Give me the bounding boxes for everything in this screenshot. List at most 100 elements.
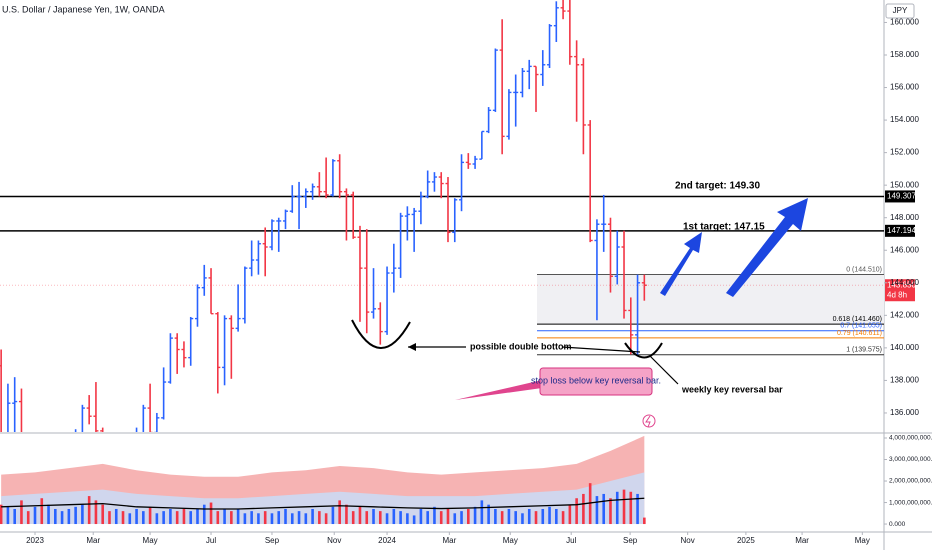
volume-bar <box>439 511 443 525</box>
volume-bar <box>636 493 639 525</box>
price-pane: 0 (144.510) 0.618 (141.460)0.7 (141.055)0… <box>0 0 884 432</box>
volume-bar <box>148 506 152 525</box>
volume-bar <box>365 511 369 525</box>
volume-bar <box>392 508 396 525</box>
reversal-curve <box>624 342 663 359</box>
x-tick-label: Nov <box>327 536 341 545</box>
volume-bar <box>582 493 585 525</box>
last-price-box <box>885 279 915 302</box>
x-tick-label: 2025 <box>737 536 755 545</box>
volume-bar <box>182 508 186 525</box>
y-tick-label: 156.000 <box>890 83 919 92</box>
callout-box <box>539 367 653 396</box>
volume-bar <box>406 513 409 525</box>
volume-band <box>1 472 645 525</box>
volume-bar <box>67 508 71 525</box>
volume-bar <box>568 504 572 525</box>
volume-bar <box>297 511 301 525</box>
y-tick-label: 144.000 <box>890 278 919 287</box>
volume-bar <box>507 508 511 525</box>
volume-bar <box>426 511 429 525</box>
currency: JPY <box>893 6 908 15</box>
x-tick-label: Jul <box>566 536 576 545</box>
volume-bar <box>257 513 260 525</box>
volume-bar <box>223 508 226 525</box>
y-tick-label: 136.000 <box>890 408 919 417</box>
volume-bar <box>114 508 118 525</box>
volume-bar <box>169 508 172 525</box>
volume-bar <box>494 508 497 525</box>
level-box <box>885 224 915 237</box>
volume-bar <box>202 504 206 525</box>
volume-bar <box>602 493 606 525</box>
volume-bar <box>108 511 111 525</box>
annotation: 2nd target: 149.30 <box>675 181 760 192</box>
volume-bar <box>534 511 538 525</box>
y-tick-label: 150.000 <box>890 180 919 189</box>
pointer-line <box>649 355 679 385</box>
target-arrow <box>660 232 702 296</box>
volume-bar <box>270 513 274 525</box>
volume-bar <box>453 513 457 525</box>
annotation: weekly key reversal bar <box>681 384 783 394</box>
volume-bar <box>318 511 321 525</box>
volume-bar <box>500 511 504 525</box>
volume-bar <box>311 508 314 525</box>
x-tick-label: Mar <box>86 536 100 545</box>
volume-bar <box>20 500 23 525</box>
x-tick-label: Sep <box>623 536 638 545</box>
volume-bar <box>263 511 267 525</box>
x-tick-label: 2023 <box>26 536 44 545</box>
fib-fill <box>537 274 884 325</box>
x-tick-label: Jul <box>206 536 216 545</box>
volume-bar <box>555 508 558 525</box>
volume-bar <box>60 511 64 525</box>
volume-bar <box>13 508 16 525</box>
level-box <box>885 190 915 203</box>
x-tick-label: May <box>503 536 518 545</box>
volume-bar <box>609 498 612 525</box>
x-tick-label: Nov <box>681 536 695 545</box>
fib-label: 0.618 (141.460) <box>833 316 882 323</box>
volume-bar <box>548 506 551 525</box>
level-label: 149.307 <box>887 192 916 201</box>
annotations: U.S. Dollar / Japanese Yen, 1W, OANDA JP… <box>2 3 915 428</box>
volume-bar <box>561 511 565 525</box>
volume-bar <box>243 513 247 525</box>
volume-bar <box>412 515 416 525</box>
volume-bar <box>521 513 524 525</box>
volume-bar <box>216 511 220 525</box>
volume-bar <box>615 491 619 525</box>
volume-bar <box>142 511 145 525</box>
volume-bar <box>331 506 335 525</box>
x-tick-label: Sep <box>265 536 280 545</box>
target-arrow <box>726 198 808 297</box>
level-label: 147.194 <box>887 226 916 235</box>
volume-bar <box>74 506 77 525</box>
y2-tick-label: 3,000,000,000.000 <box>889 456 932 463</box>
y2-tick-label: 4,000,000,000.000 <box>889 435 932 442</box>
volume-bar <box>250 511 253 525</box>
pointer-line <box>561 346 641 353</box>
volume-bar <box>419 508 423 525</box>
fib-label: 0.79 (140.611) <box>837 330 882 337</box>
y-tick-label: 158.000 <box>890 50 919 59</box>
volume-bar <box>33 506 37 525</box>
callout-pointer <box>455 380 542 400</box>
volume-bar <box>487 504 490 525</box>
volume-bar <box>209 502 213 525</box>
currency-box <box>885 3 915 19</box>
volume-bar <box>87 496 91 525</box>
x-tick-label: Mar <box>795 536 809 545</box>
volume-bar <box>351 511 355 525</box>
volume-bar <box>527 508 531 525</box>
volume-bar <box>399 511 402 525</box>
volume-bar <box>473 506 477 525</box>
volume-bar <box>230 511 233 525</box>
fib-label: 0 (144.510) <box>846 266 882 273</box>
x-tick-label: May <box>143 536 158 545</box>
volume-bar <box>514 511 517 525</box>
volume-bar <box>433 506 436 525</box>
alert-bolt <box>645 415 651 428</box>
